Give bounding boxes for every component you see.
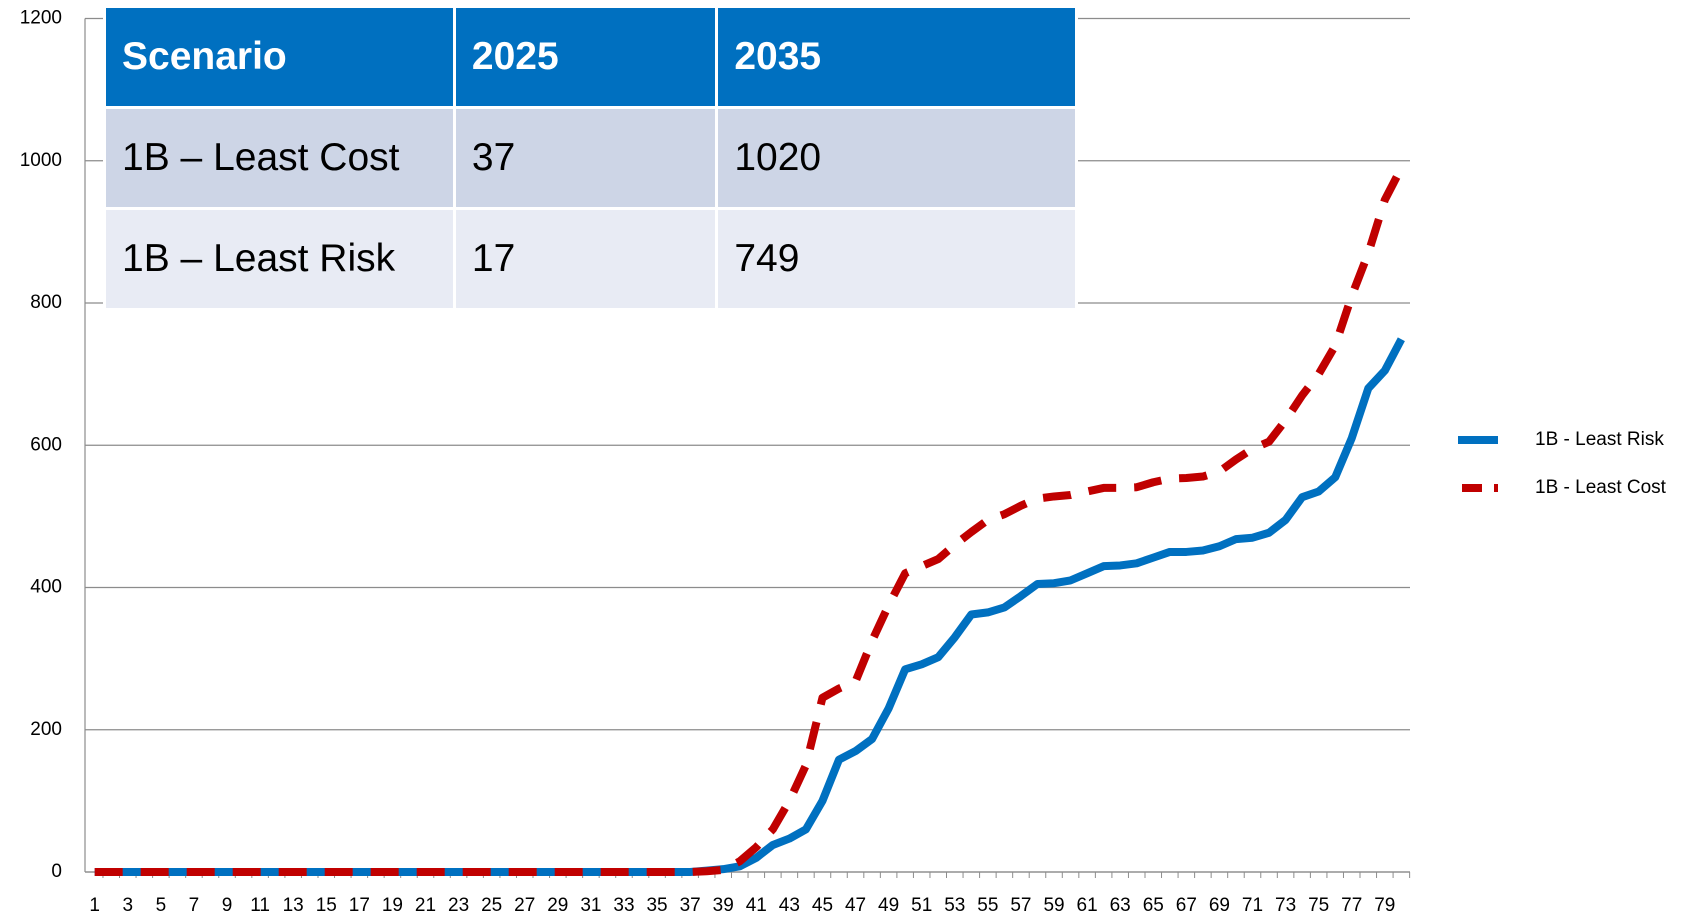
x-tick-label: 5 <box>156 895 167 916</box>
x-tick-label: 41 <box>746 895 767 916</box>
y-tick-label: 200 <box>30 719 62 740</box>
x-tick-label: 31 <box>580 895 601 916</box>
x-tick-label: 7 <box>189 895 200 916</box>
series-line <box>94 166 1405 876</box>
y-tick-label: 400 <box>30 577 62 598</box>
header-cell: 2035 <box>715 5 1078 109</box>
table-cell: 1B – Least Risk <box>103 207 456 311</box>
x-tick-label: 11 <box>250 895 270 916</box>
table-cell: 17 <box>452 207 719 311</box>
x-tick-label: 21 <box>415 895 436 916</box>
x-tick-label: 37 <box>680 895 701 916</box>
x-tick-label: 57 <box>1010 895 1031 916</box>
x-tick-label: 69 <box>1209 895 1230 916</box>
x-tick-label: 39 <box>713 895 734 916</box>
y-tick-label: 600 <box>30 434 62 455</box>
x-tick-label: 19 <box>382 895 403 916</box>
y-tick-label: 0 <box>51 861 62 882</box>
table-cell: 749 <box>715 207 1078 311</box>
x-tick-label: 63 <box>1110 895 1131 916</box>
x-tick-label: 3 <box>122 895 133 916</box>
x-tick-label: 53 <box>944 895 965 916</box>
x-tick-label: 23 <box>448 895 469 916</box>
header-cell: 2025 <box>452 5 719 109</box>
x-tick-label: 45 <box>812 895 833 916</box>
table-header-row: Scenario 2025 2035 <box>103 5 1078 109</box>
x-tick-label: 71 <box>1242 895 1263 916</box>
x-tick-label: 49 <box>878 895 899 916</box>
y-tick-label: 800 <box>30 292 62 313</box>
table-cell: 1B – Least Cost <box>103 106 456 210</box>
table-cell: 1020 <box>715 106 1078 210</box>
x-tick-label: 73 <box>1275 895 1296 916</box>
x-tick-label: 17 <box>349 895 370 916</box>
legend-label: 1B - Least Cost <box>1535 477 1667 498</box>
x-tick-label: 59 <box>1043 895 1064 916</box>
table-row: 1B – Least Risk 17 749 <box>103 207 1078 311</box>
x-tick-label: 77 <box>1341 895 1362 916</box>
x-tick-label: 43 <box>779 895 800 916</box>
table-row: 1B – Least Cost 37 1020 <box>103 106 1078 210</box>
x-tick-label: 75 <box>1308 895 1329 916</box>
x-tick-label: 15 <box>316 895 337 916</box>
x-tick-label: 47 <box>845 895 866 916</box>
scenario-table: Scenario 2025 2035 1B – Least Cost 37 1020 1B … <box>103 5 1078 311</box>
x-tick-label: 65 <box>1143 895 1164 916</box>
x-tick-label: 27 <box>514 895 535 916</box>
x-tick-label: 55 <box>977 895 998 916</box>
x-tick-label: 67 <box>1176 895 1197 916</box>
x-tick-label: 61 <box>1077 895 1098 916</box>
y-tick-label: 1200 <box>20 8 62 29</box>
series-line <box>94 337 1405 876</box>
header-cell: Scenario <box>103 5 456 109</box>
x-tick-label: 13 <box>283 895 304 916</box>
table-cell: 37 <box>452 106 719 210</box>
x-tick-label: 25 <box>481 895 502 916</box>
x-tick-label: 79 <box>1374 895 1395 916</box>
x-tick-label: 9 <box>222 895 233 916</box>
x-tick-label: 35 <box>646 895 667 916</box>
x-tick-label: 29 <box>547 895 568 916</box>
x-tick-label: 51 <box>911 895 932 916</box>
legend-label: 1B - Least Risk <box>1535 429 1664 450</box>
y-tick-label: 1000 <box>20 150 62 171</box>
x-tick-label: 1 <box>89 895 100 916</box>
x-tick-label: 33 <box>613 895 634 916</box>
